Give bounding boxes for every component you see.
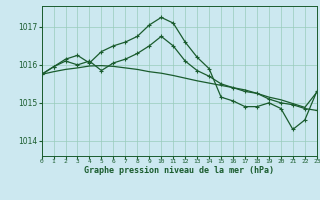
- X-axis label: Graphe pression niveau de la mer (hPa): Graphe pression niveau de la mer (hPa): [84, 166, 274, 175]
